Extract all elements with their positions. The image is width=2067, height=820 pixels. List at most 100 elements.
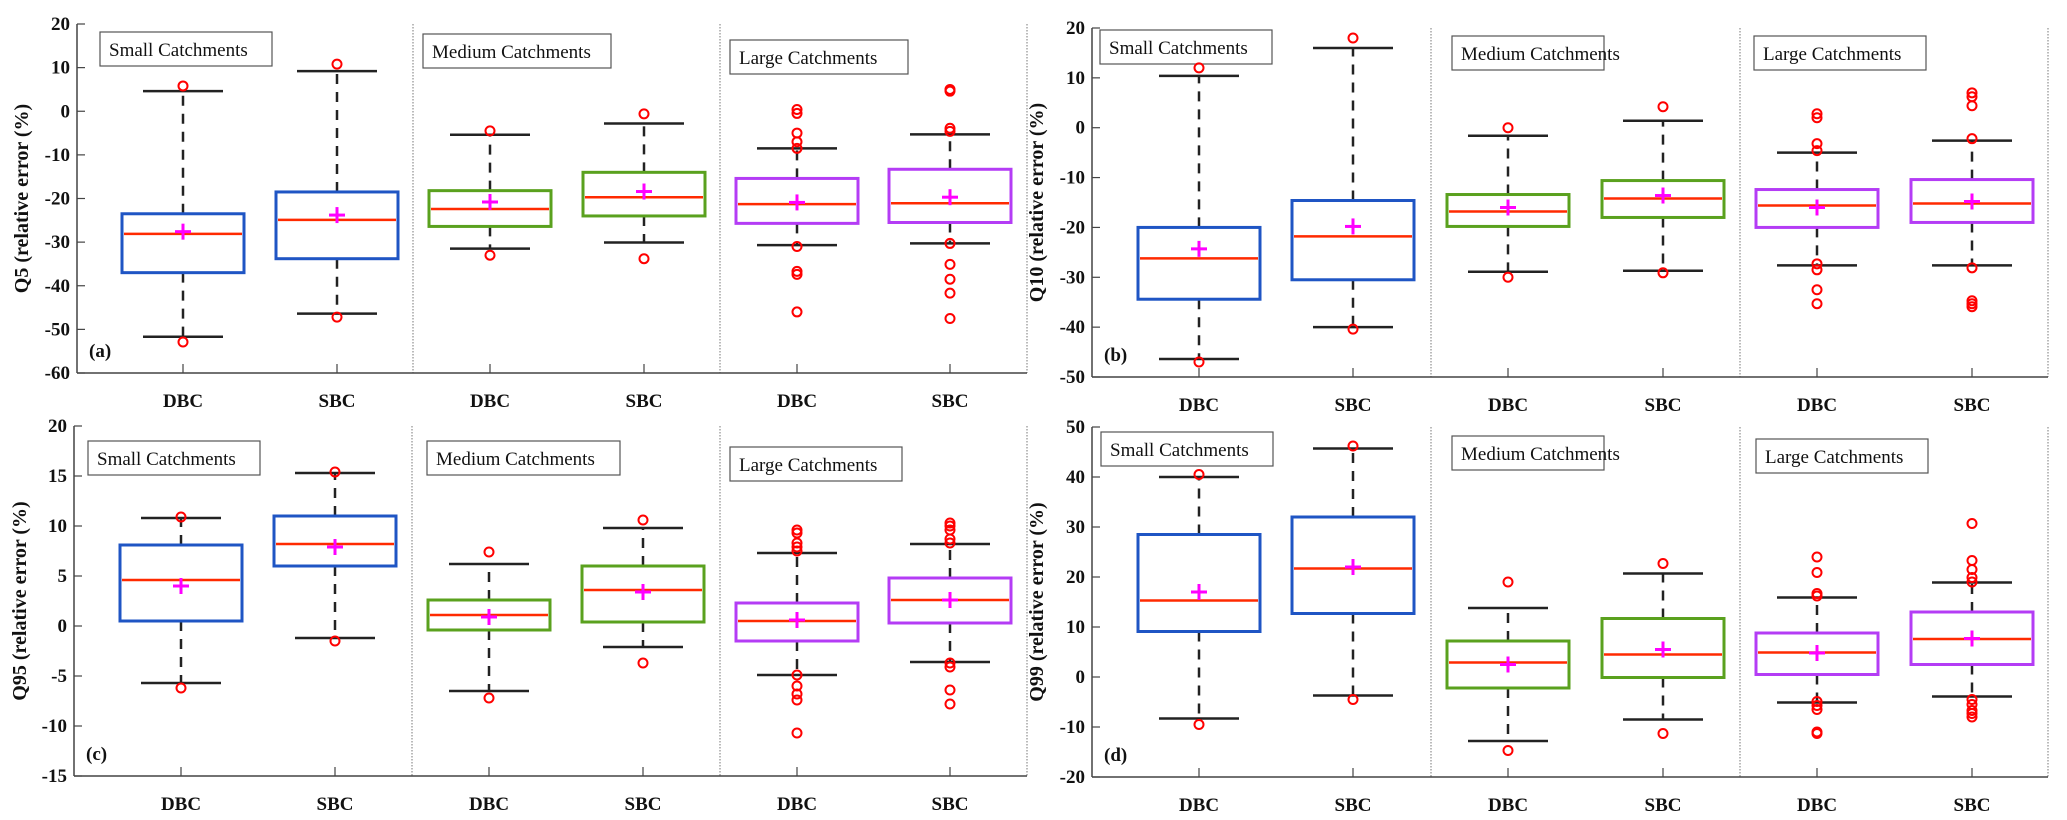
y-tick-label: -15 <box>42 766 67 787</box>
y-tick-label: -10 <box>42 716 67 737</box>
y-tick-label: 20 <box>1066 567 1085 588</box>
x-tick-label: SBC <box>319 391 356 412</box>
group-label-box <box>729 446 903 482</box>
outlier-point <box>1811 590 1823 602</box>
x-tick-label: SBC <box>932 794 969 815</box>
box-plot-medium-sbc <box>1600 558 1726 739</box>
box-plot-medium-dbc <box>1445 122 1571 283</box>
outlier-point <box>1347 323 1359 335</box>
x-tick-label: DBC <box>1179 795 1219 816</box>
outlier-point <box>1347 694 1359 705</box>
box-plot-small-dbc <box>1136 62 1262 368</box>
y-tick-label: 20 <box>51 14 70 35</box>
iqr-box <box>274 190 400 261</box>
outlier-point <box>944 520 956 532</box>
outlier-point <box>637 657 649 669</box>
outlier-point <box>791 142 803 154</box>
outlier-point <box>1193 356 1205 368</box>
box-plot-medium-dbc <box>427 125 553 261</box>
outlier-point <box>1502 745 1514 756</box>
group-label-box <box>1100 431 1274 467</box>
outlier-point <box>791 107 803 119</box>
outlier-point <box>177 80 189 92</box>
group-label: Large Catchments <box>739 48 877 69</box>
outlier-point <box>1966 555 1978 566</box>
y-tick-label: -60 <box>45 363 70 384</box>
x-tick-label: DBC <box>163 391 203 412</box>
x-tick-label: SBC <box>1954 795 1991 816</box>
outlier-point <box>638 108 650 120</box>
group-label: Large Catchments <box>1763 44 1901 65</box>
x-tick-label: SBC <box>1335 795 1372 816</box>
outlier-point <box>1347 32 1359 44</box>
outlier-point <box>637 514 649 526</box>
y-tick-label: 0 <box>58 616 68 637</box>
outlier-point <box>944 287 956 299</box>
outlier-point <box>1811 704 1823 715</box>
outlier-point <box>944 533 956 545</box>
y-tick-label: -20 <box>1060 767 1085 788</box>
iqr-box <box>120 212 246 275</box>
outlier-point <box>1347 440 1359 452</box>
y-axis-label: Q95 (relative error (%) <box>9 501 31 700</box>
group-label-box <box>1099 29 1273 65</box>
group-label: Large Catchments <box>739 455 877 476</box>
box-plot-small-sbc <box>1290 32 1416 335</box>
outlier-point <box>944 698 956 710</box>
outlier-point <box>331 58 343 70</box>
y-tick-label: 0 <box>1076 667 1086 688</box>
box-plot-medium-dbc <box>426 546 552 704</box>
outlier-point <box>791 688 803 700</box>
outlier-point <box>791 727 803 739</box>
outlier-point <box>484 249 496 261</box>
group-label-box <box>1451 435 1605 471</box>
box-plot-small-dbc <box>118 511 244 694</box>
y-tick-label: 0 <box>1076 118 1086 139</box>
y-tick-label: 15 <box>48 466 67 487</box>
outlier-point <box>1811 700 1823 711</box>
y-tick-label: -5 <box>51 666 67 687</box>
y-tick-label: -10 <box>45 145 70 166</box>
outlier-point <box>484 125 496 137</box>
panel-tag: (c) <box>86 744 107 765</box>
outlier-point <box>791 104 803 116</box>
box-plot-small-sbc <box>274 58 400 323</box>
outlier-point <box>944 237 956 249</box>
outlier-point <box>944 125 956 137</box>
box-plot-large-sbc <box>887 517 1013 710</box>
y-tick-label: -10 <box>1060 168 1085 189</box>
group-label: Small Catchments <box>109 40 248 61</box>
outlier-point <box>483 546 495 558</box>
outlier-point <box>1502 122 1514 134</box>
outlier-point <box>1966 711 1978 723</box>
x-tick-label: DBC <box>1797 795 1837 816</box>
outlier-point <box>1966 708 1978 719</box>
outlier-point <box>944 312 956 324</box>
y-tick-label: 20 <box>48 416 67 437</box>
outlier-point <box>791 306 803 318</box>
x-tick-label: DBC <box>1797 395 1837 416</box>
box-plot-large-dbc <box>1754 551 1880 739</box>
y-tick-label: -50 <box>1060 367 1085 388</box>
group-label-box <box>426 440 621 476</box>
x-tick-label: SBC <box>1645 395 1682 416</box>
outlier-point <box>177 336 189 348</box>
x-tick-label: SBC <box>1645 795 1682 816</box>
outlier-point <box>329 466 341 478</box>
panel-tag: (b) <box>1104 345 1127 366</box>
outlier-point <box>791 669 803 681</box>
y-tick-label: -40 <box>45 276 70 297</box>
x-tick-label: DBC <box>1488 795 1528 816</box>
outlier-point <box>791 545 803 557</box>
x-tick-label: DBC <box>777 391 817 412</box>
x-tick-label: SBC <box>626 391 663 412</box>
outlier-point <box>1966 694 1978 705</box>
outlier-point <box>1966 518 1978 529</box>
x-tick-label: DBC <box>777 794 817 815</box>
iqr-box <box>1136 533 1262 633</box>
panel-tag: (d) <box>1104 745 1127 766</box>
box-plot-medium-sbc <box>581 108 707 265</box>
outlier-point <box>1811 145 1823 157</box>
x-tick-label: SBC <box>932 391 969 412</box>
panel-b: -50 -40 -30 -20 -10 0 10 20 Q10 (relative error … <box>1026 18 2049 416</box>
